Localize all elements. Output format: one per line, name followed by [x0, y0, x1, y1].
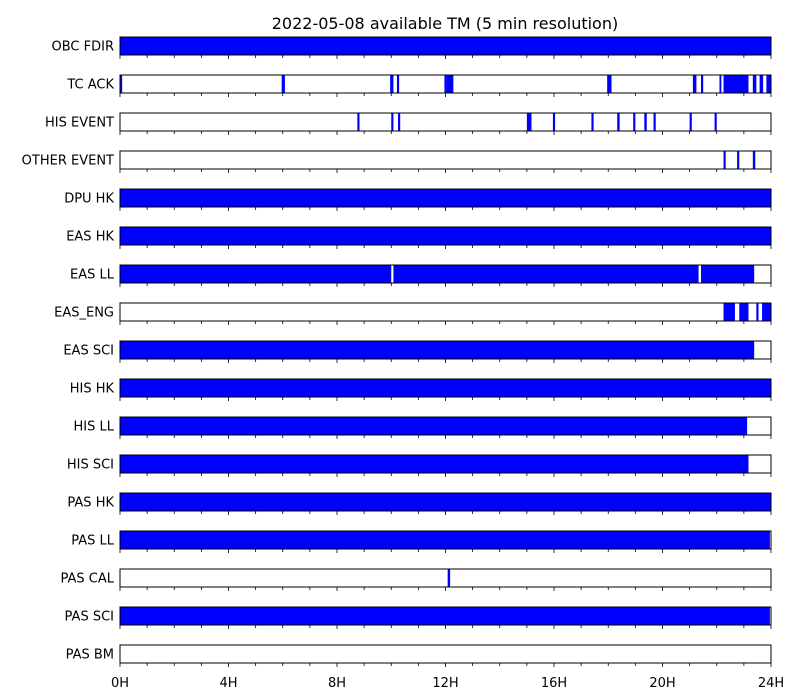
availability-bar — [692, 75, 697, 93]
timeline-row: EAS LL — [70, 264, 772, 287]
availability-bar — [552, 113, 556, 131]
row-label: DPU HK — [64, 192, 114, 207]
row-frame — [119, 644, 772, 664]
availability-bar — [120, 265, 392, 283]
row-frame — [119, 302, 772, 322]
availability-bar — [759, 75, 764, 93]
availability-bar — [396, 75, 400, 93]
availability-bar — [446, 75, 454, 93]
availability-bar — [120, 493, 771, 511]
availability-bar — [752, 151, 756, 169]
availability-bar — [756, 303, 759, 321]
x-tick-label: 4H — [219, 676, 237, 691]
row-label: EAS HK — [66, 230, 114, 245]
row-label: HIS EVENT — [45, 116, 114, 131]
row-label: PAS SCI — [65, 610, 114, 625]
availability-bar — [120, 455, 749, 473]
availability-bar — [447, 569, 451, 587]
availability-bar — [281, 75, 285, 93]
availability-bar — [762, 303, 771, 321]
availability-bar — [653, 113, 656, 131]
availability-bar — [120, 417, 748, 435]
row-frame — [119, 112, 772, 132]
timeline-row: OTHER EVENT — [22, 150, 772, 173]
x-tick-label: 20H — [649, 676, 675, 691]
availability-bar — [444, 75, 447, 93]
availability-bar — [393, 265, 699, 283]
timeline-row: PAS HK — [67, 492, 772, 515]
availability-bar — [714, 113, 717, 131]
availability-bar — [120, 341, 755, 359]
availability-bar — [752, 75, 757, 93]
availability-bar — [719, 75, 722, 93]
availability-bar — [723, 303, 735, 321]
x-tick-label: 12H — [432, 676, 458, 691]
timeline-row: PAS SCI — [65, 606, 772, 629]
availability-bar — [607, 75, 612, 93]
x-tick-label: 0H — [111, 676, 129, 691]
row-label: HIS SCI — [67, 458, 114, 473]
timeline-rows: OBC FDIR TC ACK HIS EVENT OTHER EVENT DPU HK… — [22, 36, 772, 667]
timeline-row: HIS LL — [74, 416, 772, 439]
timeline-row: OBC FDIR — [52, 36, 772, 59]
row-label: HIS HK — [70, 382, 115, 397]
row-label: PAS CAL — [61, 572, 115, 587]
timeline-row: HIS HK — [70, 378, 772, 401]
availability-bar — [398, 113, 401, 131]
availability-bar — [120, 379, 771, 397]
availability-bar — [723, 151, 726, 169]
row-label: TC ACK — [66, 78, 114, 93]
timeline-row: EAS_ENG — [54, 302, 772, 325]
row-label: EAS LL — [70, 268, 115, 283]
row-label: EAS_ENG — [54, 306, 114, 321]
timeline-row: TC ACK — [66, 74, 772, 97]
availability-bar — [617, 113, 620, 131]
row-label: EAS SCI — [63, 344, 114, 359]
availability-bar — [633, 113, 636, 131]
availability-bar — [120, 189, 771, 207]
availability-bar — [723, 75, 749, 93]
timeline-row: PAS CAL — [61, 568, 772, 591]
timeline-row: HIS EVENT — [45, 112, 772, 135]
timeline-row: HIS SCI — [67, 454, 772, 477]
timeline-row: DPU HK — [64, 188, 772, 211]
row-frame — [119, 568, 772, 588]
availability-bar — [689, 113, 692, 131]
availability-bar — [120, 531, 770, 549]
availability-bar — [739, 303, 749, 321]
availability-bar — [701, 75, 704, 93]
x-tick-label: 16H — [541, 676, 567, 691]
x-tick-label: 8H — [328, 676, 346, 691]
availability-bar — [766, 75, 771, 93]
timeline-row: EAS HK — [66, 226, 772, 249]
row-frame — [119, 150, 772, 170]
availability-bar — [120, 37, 771, 55]
chart-title: 2022-05-08 available TM (5 min resolutio… — [272, 14, 618, 33]
row-label: OTHER EVENT — [22, 154, 114, 169]
availability-bar — [701, 265, 755, 283]
row-label: OBC FDIR — [52, 40, 115, 55]
availability-bar — [591, 113, 594, 131]
x-tick-label: 24H — [758, 676, 784, 691]
row-label: PAS BM — [66, 648, 114, 663]
availability-bar — [120, 227, 771, 245]
availability-bar — [526, 113, 532, 131]
availability-bar — [390, 75, 394, 93]
row-label: HIS LL — [74, 420, 115, 435]
availability-bar — [737, 151, 740, 169]
availability-bar — [391, 113, 394, 131]
timeline-row: PAS LL — [71, 530, 772, 553]
row-label: PAS HK — [67, 496, 114, 511]
availability-bar — [644, 113, 647, 131]
x-axis: 0H 4H 8H 12H 16H 20H 24H — [111, 676, 784, 691]
timeline-row: PAS BM — [66, 644, 772, 667]
availability-bar — [357, 113, 360, 131]
row-label: PAS LL — [71, 534, 115, 549]
availability-bar — [120, 75, 123, 93]
availability-bar — [120, 607, 770, 625]
timeline-row: EAS SCI — [63, 340, 772, 363]
